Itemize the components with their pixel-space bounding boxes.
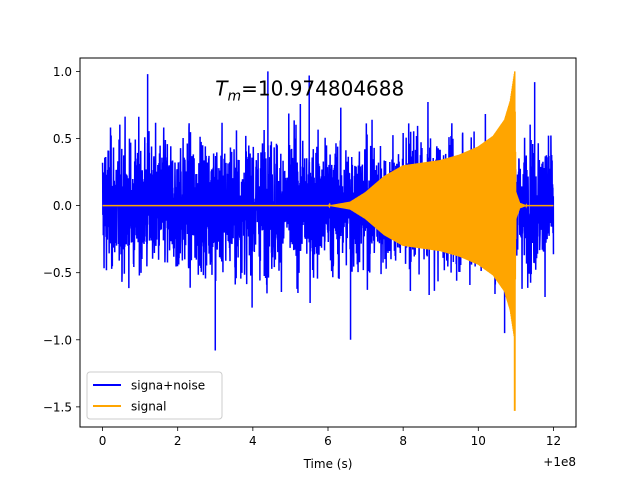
y-axis: −1.5 −1.0 −0.5 0.0 0.5 1.0 [43, 65, 80, 414]
tm-symbol: T [215, 77, 229, 101]
x-tick-label: 10 [471, 434, 486, 448]
tm-value: =10.974804688 [241, 77, 404, 101]
y-tick-label: −1.0 [43, 333, 72, 347]
legend: signa+noise signal [86, 371, 223, 420]
x-axis: 0 2 4 6 8 10 12 [99, 427, 561, 448]
legend-label-signa-noise: signa+noise [131, 379, 205, 393]
x-tick-label: 2 [174, 434, 182, 448]
x-tick-label: 8 [399, 434, 407, 448]
series-signa-noise-line [101, 71, 555, 351]
x-axis-offset-label: +1e8 [543, 455, 576, 469]
y-tick-label: −1.5 [43, 400, 72, 414]
tm-subscript: m [227, 89, 241, 105]
x-axis-label: Time (s) [303, 457, 353, 471]
legend-box [86, 371, 223, 420]
x-tick-label: 4 [249, 434, 257, 448]
plot-area [101, 71, 555, 411]
x-tick-label: 12 [546, 434, 561, 448]
legend-label-signal: signal [131, 400, 167, 414]
y-tick-label: 0.0 [53, 199, 72, 213]
tm-annotation: Tm=10.974804688 [215, 77, 404, 105]
y-tick-label: 0.5 [53, 132, 72, 146]
series-signal-line [102, 71, 554, 411]
y-tick-label: −0.5 [43, 266, 72, 280]
x-tick-label: 6 [324, 434, 332, 448]
y-tick-label: 1.0 [53, 65, 72, 79]
x-tick-label: 0 [99, 434, 107, 448]
